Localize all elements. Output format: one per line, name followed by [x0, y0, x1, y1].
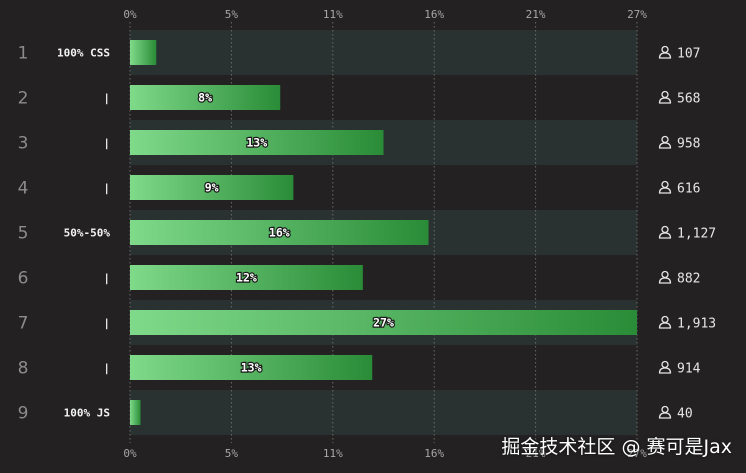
watermark: 掘金技术社区 @ 赛可是Jax — [501, 436, 732, 458]
respondent-count: 1,913 — [677, 317, 716, 332]
row-number: 5 — [18, 224, 29, 244]
respondent-count: 107 — [677, 47, 700, 62]
respondent-count: 40 — [677, 407, 693, 422]
bar-row: 1 100% CSS 107 — [18, 40, 700, 65]
respondent-count: 1,127 — [677, 227, 716, 242]
bar-value-label: 27% — [373, 316, 394, 330]
user-icon — [658, 225, 672, 239]
bar — [130, 310, 637, 335]
user-icon — [658, 180, 672, 194]
bar-value-label: 8% — [198, 91, 212, 105]
bar-row: 9 100% JS 40 — [18, 400, 693, 425]
row-number: 6 — [18, 269, 29, 289]
bar-value-label: 9% — [205, 181, 219, 195]
bar — [130, 400, 141, 425]
x-tick-label: 5% — [225, 8, 239, 21]
bar-value-label: 13% — [241, 361, 262, 375]
user-icon — [658, 405, 672, 419]
row-number: 9 — [18, 404, 29, 424]
bar-row: 7 | 27% 1,913 — [18, 310, 716, 335]
row-number: 3 — [18, 134, 29, 154]
category-label: | — [103, 317, 110, 330]
bar-value-label: 13% — [246, 136, 267, 150]
respondent-count: 882 — [677, 272, 700, 287]
x-tick-label: 21% — [526, 8, 546, 21]
bar-value-label: 12% — [236, 271, 257, 285]
x-tick-label: 21% — [526, 447, 546, 460]
bar — [130, 355, 373, 380]
x-tick-label: 11% — [323, 8, 343, 21]
user-icon — [658, 90, 672, 104]
bar-row: 2 | 8% 568 — [18, 85, 700, 110]
user-icon — [658, 315, 672, 329]
bar — [130, 220, 429, 245]
x-axis-top: 0% 5% 11% 16% 21% 27% — [123, 8, 647, 21]
x-tick-label: 0% — [123, 447, 137, 460]
x-tick-label: 27% — [627, 8, 647, 21]
bar — [130, 265, 363, 290]
x-tick-label: 16% — [424, 8, 444, 21]
category-label: | — [103, 182, 110, 195]
category-label: | — [103, 362, 110, 375]
bar-row: 3 | 13% 958 — [18, 130, 700, 155]
row-number: 1 — [18, 44, 29, 64]
respondent-count: 568 — [677, 92, 700, 107]
bar-rows: 1 100% CSS 107 2 | 8% 568 3 | 13% 958 4 | 9% 616 5 50%-5… — [18, 40, 716, 425]
row-number: 2 — [18, 89, 29, 109]
bar-row: 6 | 12% 882 — [18, 265, 700, 290]
bar-row: 5 50%-50% 16% 1,127 — [18, 220, 716, 245]
bar-value-label: 16% — [269, 226, 290, 240]
user-icon — [658, 360, 672, 374]
x-tick-label: 11% — [323, 447, 343, 460]
bar-row: 4 | 9% 616 — [18, 175, 700, 200]
respondent-count: 616 — [677, 182, 700, 197]
bar-row: 8 | 13% 914 — [18, 355, 701, 380]
category-label: | — [103, 137, 110, 150]
x-tick-label: 27% — [627, 447, 647, 460]
respondent-count: 958 — [677, 137, 700, 152]
category-label: | — [103, 272, 110, 285]
bar — [130, 130, 384, 155]
user-icon — [658, 135, 672, 149]
row-number: 7 — [18, 314, 29, 334]
x-tick-label: 16% — [424, 447, 444, 460]
row-number: 4 — [18, 179, 29, 199]
x-tick-label: 5% — [225, 447, 239, 460]
x-tick-label: 0% — [123, 8, 137, 21]
user-icon — [658, 45, 672, 59]
row-number: 8 — [18, 359, 29, 379]
row-band — [130, 30, 637, 75]
bar — [130, 40, 157, 65]
row-band — [130, 390, 637, 435]
bar — [130, 175, 294, 200]
x-axis-bottom: 0% 5% 11% 16% 21% 27% — [123, 447, 647, 460]
category-label: | — [103, 92, 110, 105]
bar — [130, 85, 281, 110]
category-label: 50%-50% — [64, 227, 111, 240]
category-label: 100% CSS — [57, 47, 110, 60]
user-icon — [658, 270, 672, 284]
respondent-count: 914 — [677, 362, 701, 377]
category-label: 100% JS — [64, 407, 110, 420]
